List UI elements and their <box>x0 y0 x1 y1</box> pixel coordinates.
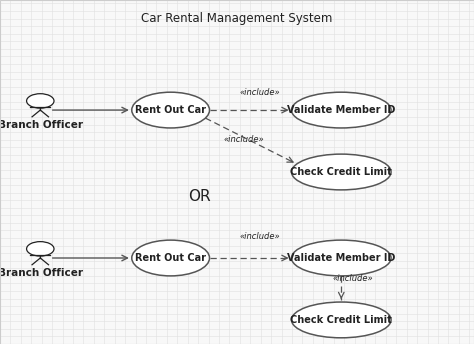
Text: «include»: «include» <box>239 233 280 241</box>
Text: Check Credit Limit: Check Credit Limit <box>291 315 392 325</box>
Ellipse shape <box>27 94 54 108</box>
Text: Validate Member ID: Validate Member ID <box>287 253 395 263</box>
Text: Branch Officer: Branch Officer <box>0 120 83 130</box>
Text: Rent Out Car: Rent Out Car <box>135 105 206 115</box>
Text: «include»: «include» <box>224 135 264 144</box>
Text: «include»: «include» <box>333 274 374 283</box>
Text: Validate Member ID: Validate Member ID <box>287 105 395 115</box>
Ellipse shape <box>292 92 391 128</box>
Ellipse shape <box>292 302 391 338</box>
Ellipse shape <box>292 240 391 276</box>
Ellipse shape <box>132 92 210 128</box>
Ellipse shape <box>132 240 210 276</box>
Text: Branch Officer: Branch Officer <box>0 268 83 278</box>
Ellipse shape <box>27 241 54 256</box>
Ellipse shape <box>292 154 391 190</box>
Text: Rent Out Car: Rent Out Car <box>135 253 206 263</box>
Text: OR: OR <box>188 189 210 204</box>
Text: Check Credit Limit: Check Credit Limit <box>291 167 392 177</box>
Text: Car Rental Management System: Car Rental Management System <box>141 12 333 25</box>
Text: «include»: «include» <box>239 88 280 97</box>
